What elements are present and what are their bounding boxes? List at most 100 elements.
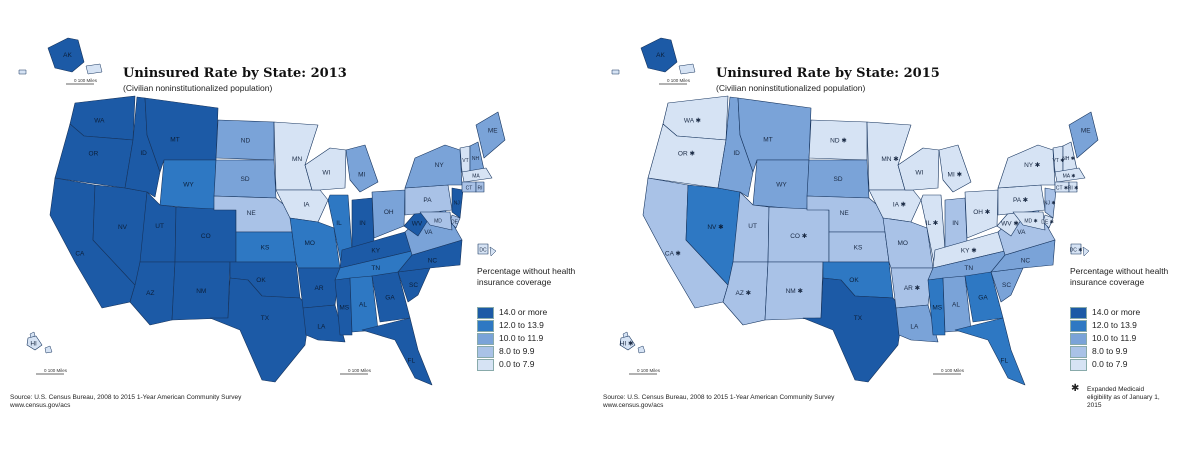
state-label-tx: TX	[854, 315, 863, 322]
state-label-ca: CA ✱	[665, 249, 681, 257]
state-label-al: AL	[359, 302, 367, 309]
state-label-vt: VT ✱	[1053, 158, 1065, 164]
map-panel-2015: WA ✱ OR ✱ CA ✱ NV ✱ ID MT WY UT CO ✱ AZ ✱ NM ✱ ND ✱…	[593, 0, 1186, 460]
state-label-wy: WY	[183, 181, 194, 188]
state-label-md: MD ✱	[1024, 218, 1037, 224]
state-tx	[802, 277, 904, 383]
legend-item: 14.0 or more	[1070, 307, 1140, 319]
state-label-wi: WI	[322, 169, 330, 176]
state-md	[419, 211, 453, 231]
state-label-de: DE ✱	[1041, 219, 1054, 225]
state-ma	[1054, 167, 1086, 183]
state-label-ga: GA	[978, 295, 988, 302]
state-label-ny: NY ✱	[1024, 161, 1041, 169]
state-label-wv: WV	[412, 221, 423, 228]
state-label-nc: NC	[1021, 258, 1031, 265]
state-ny	[404, 144, 463, 189]
state-mi	[345, 144, 379, 193]
island-shape	[637, 345, 646, 354]
state-label-hi: HI	[30, 340, 37, 347]
state-label-ks: KS	[854, 245, 863, 252]
state-hi	[619, 335, 636, 351]
island-shape	[44, 345, 53, 354]
state-label-sc: SC	[1002, 282, 1011, 289]
state-label-wi: WI	[915, 169, 923, 176]
state-label-wv: WV ✱	[1001, 220, 1019, 228]
state-label-al: AL	[952, 302, 960, 309]
state-label-co: CO	[201, 233, 211, 240]
state-label-tn: TN	[964, 265, 973, 272]
state-label-nv: NV	[118, 224, 128, 231]
state-label-ct: CT	[466, 186, 473, 192]
state-label-vt: VT	[462, 158, 468, 164]
state-label-ia: IA ✱	[893, 201, 907, 209]
state-label-ar: AR ✱	[904, 284, 921, 292]
state-label-fl: FL	[1001, 358, 1009, 365]
legend-item: 8.0 to 9.9	[1070, 346, 1127, 358]
legend-item: 12.0 to 13.9	[1070, 320, 1137, 332]
state-label-il: IL ✱	[926, 219, 939, 227]
state-fl	[361, 317, 433, 386]
state-label-nj: NJ ✱	[1044, 201, 1056, 207]
state-ri	[475, 181, 485, 193]
legend-item: 12.0 to 13.9	[477, 320, 544, 332]
source-note: Source: U.S. Census Bureau, 2008 to 2015…	[603, 394, 835, 409]
state-ak	[640, 37, 678, 73]
scale-label: 0 100 Miles	[667, 78, 691, 83]
state-label-ak: AK	[656, 52, 665, 59]
state-la	[895, 304, 939, 343]
state-wi	[897, 147, 940, 191]
state-wi	[304, 147, 347, 191]
state-mi	[938, 144, 972, 193]
state-label-or: OR	[89, 151, 99, 158]
state-label-id: ID	[140, 150, 147, 157]
map-title: Uninsured Rate by State: 2015	[716, 66, 940, 81]
state-ri	[1068, 181, 1078, 193]
state-me	[1068, 111, 1099, 159]
state-label-mt: MT	[763, 136, 772, 143]
state-label-nj: NJ	[454, 201, 461, 207]
state-label-az: AZ	[146, 290, 154, 297]
state-md	[1012, 211, 1046, 231]
state-label-nv: NV ✱	[707, 223, 724, 231]
state-label-ut: UT	[155, 223, 164, 230]
state-label-pa: PA	[423, 197, 432, 204]
state-label-nh: NH ✱	[1062, 156, 1075, 162]
state-label-de: DE	[451, 219, 459, 225]
state-label-md: MD	[434, 218, 442, 224]
state-hi	[26, 335, 43, 351]
state-label-mn: MN	[292, 156, 302, 163]
state-label-mi: MI ✱	[948, 170, 963, 178]
state-label-ky: KY	[371, 248, 380, 255]
state-label-mo: MO	[897, 240, 907, 247]
state-label-va: VA	[424, 229, 433, 236]
state-label-oh: OH	[384, 209, 394, 216]
map-panel-2013: WA OR CA NV ID MT WY UT CO AZ NM ND SD NE KS OK TX MN IA MO…	[10, 37, 575, 409]
scale-label: 0 100 Miles	[74, 78, 98, 83]
state-label-ga: GA	[385, 295, 395, 302]
island-shape	[678, 63, 696, 75]
state-label-il: IL	[336, 220, 342, 227]
source-note: Source: U.S. Census Bureau, 2008 to 2015…	[10, 394, 242, 409]
state-label-ct: CT ✱	[1056, 186, 1068, 192]
state-label-ky: KY ✱	[961, 247, 977, 255]
state-label-ia: IA	[303, 202, 310, 209]
state-label-nd: ND ✱	[830, 137, 847, 145]
island-shape	[85, 63, 103, 75]
state-label-az: AZ ✱	[736, 289, 752, 297]
island-shape	[1082, 246, 1090, 257]
state-ms	[927, 277, 946, 336]
state-la	[302, 304, 346, 343]
state-label-tx: TX	[261, 315, 270, 322]
state-label-ms: MS	[339, 305, 349, 312]
state-label-ma: MA	[472, 174, 480, 180]
state-label-ma: MA ✱	[1063, 174, 1076, 180]
state-label-pa: PA ✱	[1013, 196, 1029, 204]
state-label-in: IN	[952, 220, 959, 227]
state-label-la: LA	[317, 324, 326, 331]
state-label-ar: AR	[314, 285, 323, 292]
state-label-mn: MN ✱	[881, 155, 899, 163]
state-label-ca: CA	[75, 250, 85, 257]
island-shape	[18, 69, 27, 75]
state-label-sd: SD	[240, 176, 249, 183]
